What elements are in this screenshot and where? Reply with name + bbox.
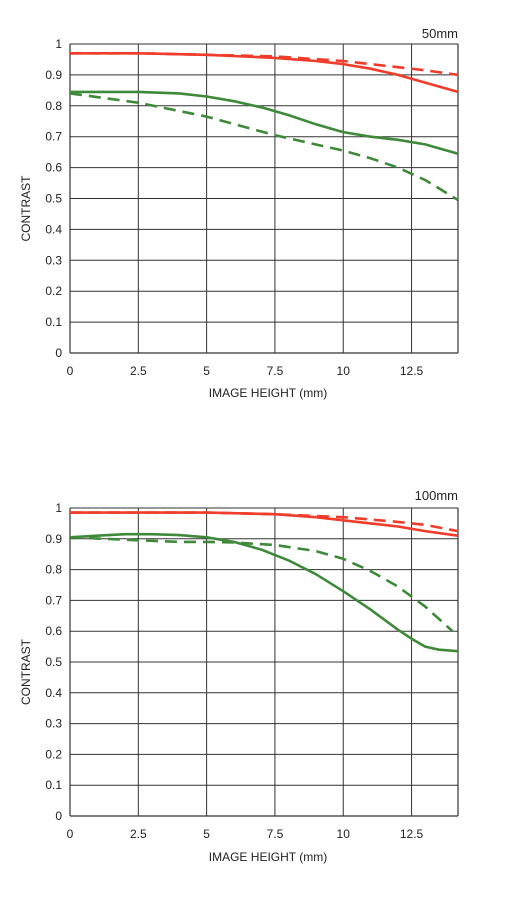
y-tick-label: 1 — [55, 37, 62, 51]
x-tick-label: 5 — [203, 364, 210, 378]
series-line-red-dashed — [70, 511, 459, 533]
y-tick-label: 0.3 — [45, 717, 62, 731]
y-tick-label: 0.6 — [45, 161, 62, 175]
series-line-green-dashed — [69, 536, 454, 633]
y-tick-label: 0.7 — [45, 130, 62, 144]
y-tick-label: 0.4 — [45, 686, 62, 700]
chart-title: 100mm — [415, 488, 458, 503]
x-tick-label: 7.5 — [267, 827, 284, 841]
x-tick-label: 12.5 — [400, 364, 424, 378]
y-tick-label: 0.2 — [45, 747, 62, 761]
y-tick-label: 0.3 — [45, 253, 62, 267]
y-tick-label: 1 — [55, 501, 62, 515]
y-tick-label: 0.9 — [45, 68, 62, 82]
x-tick-label: 5 — [203, 827, 210, 841]
x-tick-label: 7.5 — [267, 364, 284, 378]
y-tick-label: 0.9 — [45, 532, 62, 546]
x-tick-label: 0 — [67, 364, 74, 378]
y-tick-label: 0.4 — [45, 222, 62, 236]
x-axis-label: IMAGE HEIGHT (mm) — [209, 386, 327, 400]
series-line-red-dashed — [70, 52, 459, 77]
y-tick-label: 0.1 — [45, 315, 62, 329]
x-tick-label: 2.5 — [130, 827, 147, 841]
x-tick-label: 10 — [337, 827, 351, 841]
y-tick-label: 0.8 — [45, 563, 62, 577]
y-tick-label: 0.2 — [45, 284, 62, 298]
x-axis-label: IMAGE HEIGHT (mm) — [209, 850, 327, 864]
series-line-red-solid — [70, 52, 459, 94]
y-axis-label: CONTRAST — [19, 638, 33, 705]
chart-title: 50mm — [422, 26, 458, 41]
chart-1: 00.10.20.30.40.50.60.70.80.910 2.5 5 7.5 10 1… — [19, 26, 459, 400]
y-tick-label: 0.5 — [45, 192, 62, 206]
y-tick-label: 0.8 — [45, 99, 62, 113]
y-tick-label: 0.6 — [45, 624, 62, 638]
y-tick-label: 0 — [55, 809, 62, 823]
x-tick-label: 12.5 — [400, 827, 424, 841]
series-line-red-solid — [70, 511, 459, 537]
x-tick-label: 0 — [67, 827, 74, 841]
chart-2: 00.10.20.30.40.50.60.70.80.910 2.5 5 7.5 10 1… — [19, 488, 459, 864]
y-tick-label: 0.7 — [45, 593, 62, 607]
y-tick-label: 0 — [55, 346, 62, 360]
y-tick-label: 0.1 — [45, 778, 62, 792]
series-line-green-solid — [70, 90, 459, 155]
series-line-green-solid — [69, 532, 459, 653]
x-tick-label: 10 — [337, 364, 351, 378]
y-tick-label: 0.5 — [45, 655, 62, 669]
y-axis-label: CONTRAST — [19, 175, 33, 242]
x-tick-label: 2.5 — [130, 364, 147, 378]
